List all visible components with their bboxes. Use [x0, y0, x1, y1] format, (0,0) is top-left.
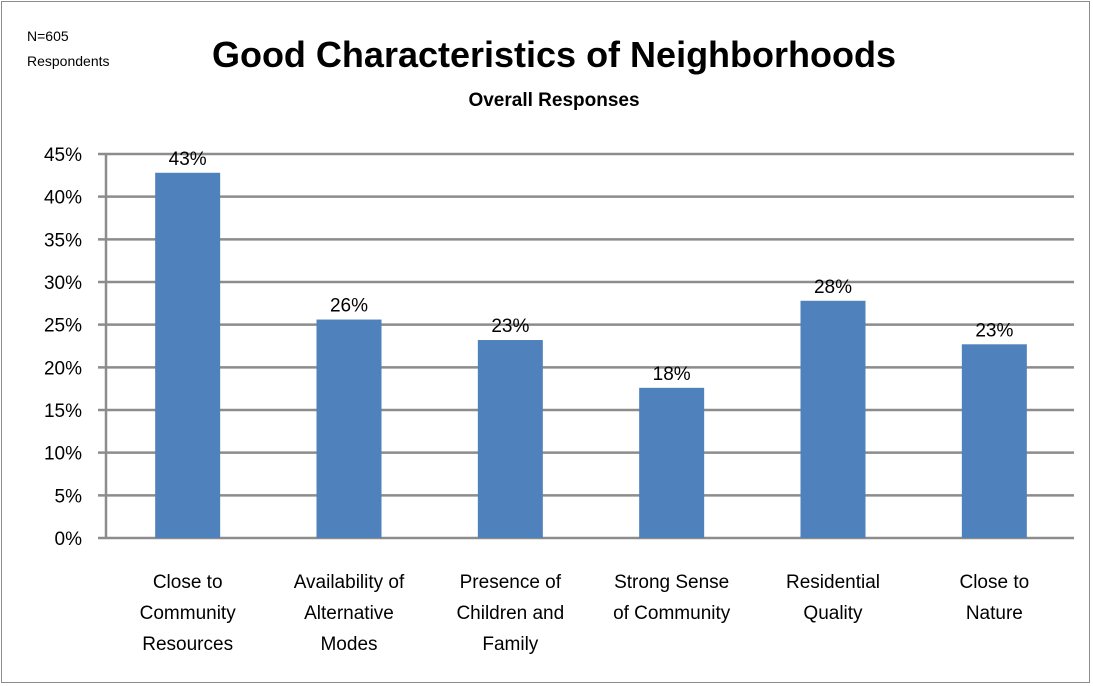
y-axis-ticks: 0% 5% 10% 15% 20% 25% 30% 35% 40% 45%	[44, 145, 82, 550]
x-category-label: Presence of	[460, 572, 562, 593]
chart-subtitle: Overall Responses	[468, 90, 640, 111]
x-category-label: Availability of	[294, 572, 405, 593]
gridlines	[98, 152, 1074, 540]
x-category-label: of Community	[613, 603, 731, 624]
bar	[477, 340, 543, 538]
x-category-label: Strong Sense	[614, 572, 729, 593]
data-labels: 43% 26% 23% 18% 28% 23%	[169, 149, 1014, 385]
data-label: 26%	[330, 296, 368, 317]
bar	[316, 319, 382, 538]
x-category-label: Children and	[456, 603, 564, 624]
bar	[155, 172, 221, 539]
y-tick-label: 5%	[55, 486, 83, 507]
x-axis-categories: Close to Community Resources Availability o…	[140, 572, 1030, 655]
y-tick-label: 30%	[44, 273, 82, 294]
y-tick-label: 45%	[44, 145, 82, 166]
bars	[155, 172, 1027, 539]
bar	[800, 300, 866, 538]
respondents-note: N=605 Respondents	[27, 24, 110, 74]
x-category-label: Close to	[153, 572, 223, 593]
chart-title: Good Characteristics of Neighborhoods	[211, 34, 897, 75]
x-category-label: Quality	[803, 603, 863, 624]
y-tick-label: 15%	[44, 401, 82, 422]
x-category-label: Modes	[320, 634, 377, 655]
respondents-label: Respondents	[27, 53, 110, 69]
sample-size-label: N=605	[27, 28, 69, 44]
y-tick-label: 25%	[44, 316, 82, 337]
x-category-label: Community	[140, 603, 237, 624]
data-label: 18%	[653, 364, 691, 385]
y-tick-label: 35%	[44, 230, 82, 251]
bar	[961, 344, 1027, 538]
x-category-label: Close to	[959, 572, 1029, 593]
y-tick-label: 10%	[44, 444, 82, 465]
y-tick-label: 0%	[55, 529, 83, 550]
x-category-label: Resources	[142, 634, 233, 655]
y-tick-label: 40%	[44, 188, 82, 209]
x-category-label: Nature	[966, 603, 1023, 624]
y-tick-label: 20%	[44, 358, 82, 379]
x-category-label: Alternative	[304, 603, 394, 624]
data-label: 23%	[975, 320, 1013, 341]
bar	[639, 387, 705, 538]
data-label: 23%	[491, 316, 529, 337]
data-label: 43%	[169, 149, 207, 170]
data-label: 28%	[814, 277, 852, 298]
x-category-label: Family	[482, 634, 538, 655]
x-category-label: Residential	[786, 572, 880, 593]
